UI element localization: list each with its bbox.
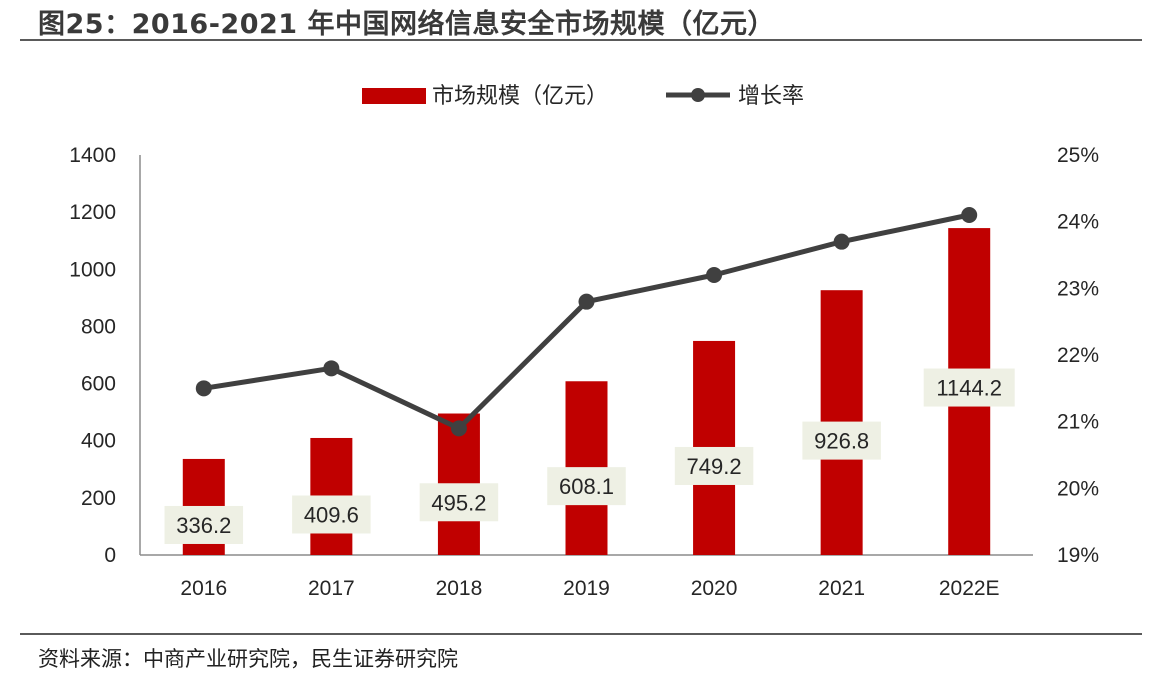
data-label-box (547, 467, 626, 506)
data-label: 495.2 (431, 490, 486, 515)
left-axis-tick-label: 400 (81, 430, 116, 453)
data-label: 336.2 (176, 513, 231, 538)
data-label: 608.1 (559, 474, 614, 499)
legend-label-bar: 市场规模（亿元） (432, 83, 608, 108)
data-label-box (674, 446, 754, 485)
legend-swatch-marker (691, 88, 705, 102)
data-label: 926.8 (814, 429, 869, 454)
x-axis-tick-label: 2020 (691, 577, 738, 600)
x-axis-tick-label: 2019 (563, 577, 610, 600)
left-axis-tick-label: 1400 (69, 144, 116, 167)
data-label: 749.2 (687, 454, 742, 479)
data-label-box (923, 368, 1015, 407)
left-axis-tick-label: 600 (81, 373, 116, 396)
growth-rate-point (833, 233, 850, 250)
left-axis-tick-label: 1200 (69, 201, 116, 224)
x-axis-tick-label: 2016 (180, 577, 227, 600)
source-note: 资料来源：中商产业研究院，民生证券研究院 (38, 647, 458, 671)
left-axis-tick-label: 1000 (69, 258, 116, 281)
data-label: 1144.2 (936, 376, 1002, 401)
right-axis-tick-label: 24% (1057, 211, 1099, 234)
title-rule (20, 39, 1142, 41)
data-label-box (292, 495, 371, 534)
growth-rate-point (961, 207, 978, 223)
data-label: 409.6 (304, 502, 359, 527)
left-axis-tick-label: 800 (81, 315, 116, 338)
growth-rate-point (706, 267, 723, 283)
growth-rate-point (323, 360, 340, 377)
right-axis-tick-label: 19% (1057, 544, 1099, 567)
x-axis-tick-label: 2022E (939, 577, 1000, 600)
source-rule (20, 633, 1142, 635)
x-axis-tick-label: 2018 (436, 577, 483, 600)
x-axis-tick-label: 2021 (818, 577, 865, 600)
right-axis-tick-label: 20% (1057, 477, 1099, 500)
growth-rate-point (578, 293, 595, 310)
right-axis-tick-label: 23% (1057, 277, 1099, 300)
legend-swatch-bar (362, 88, 426, 104)
growth-rate-point (450, 420, 467, 437)
figure-title: 图25：2016-2021 年中国网络信息安全市场规模（亿元） (38, 9, 775, 40)
left-axis-tick-label: 200 (81, 487, 116, 510)
left-axis-tick-label: 0 (104, 544, 116, 567)
right-axis-tick-label: 22% (1057, 344, 1099, 367)
right-axis-tick-label: 25% (1057, 144, 1099, 167)
data-label-box (802, 421, 881, 460)
data-label-box (164, 505, 244, 544)
right-axis-tick-label: 21% (1057, 411, 1099, 434)
x-axis-tick-label: 2017 (308, 577, 355, 600)
legend-label-line: 增长率 (738, 83, 804, 108)
growth-rate-point (195, 380, 212, 397)
data-label-box (419, 483, 499, 522)
